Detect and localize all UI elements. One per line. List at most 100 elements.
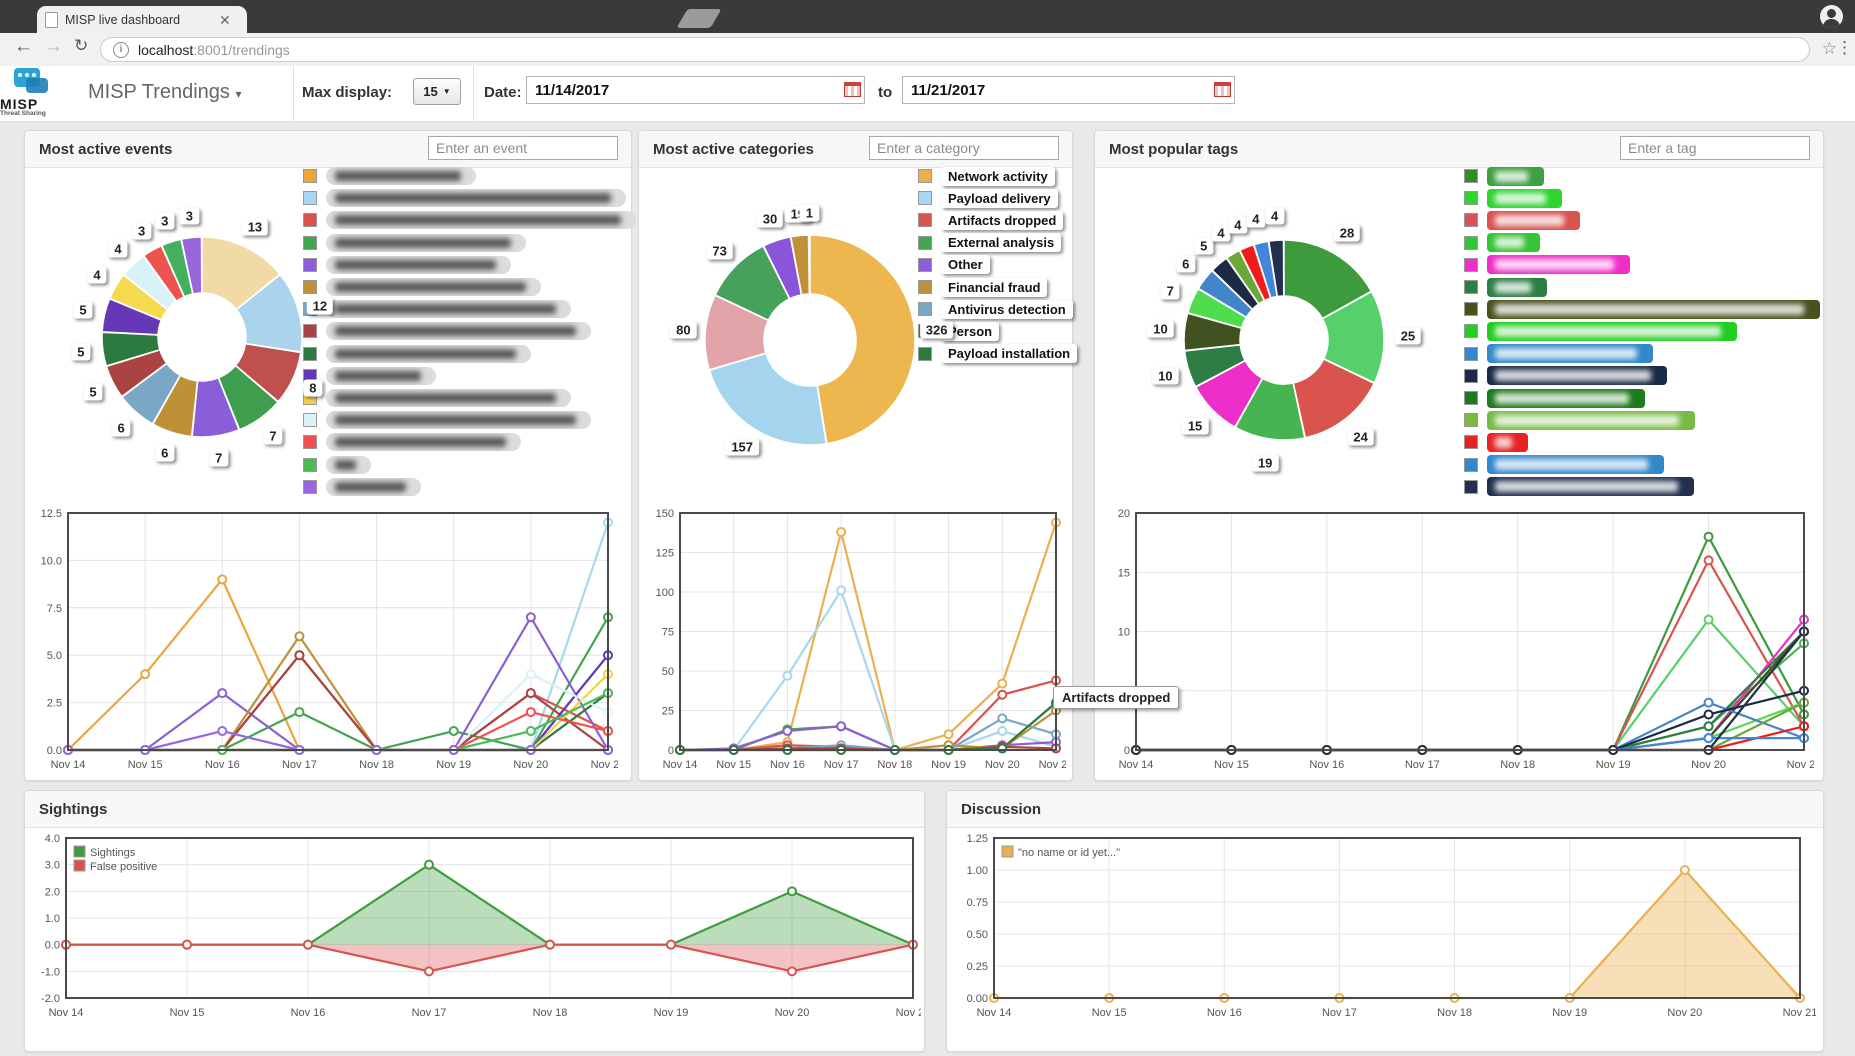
svg-text:20: 20	[1118, 508, 1130, 520]
legend-item[interactable]	[1464, 432, 1528, 452]
date-from-input[interactable]	[526, 76, 865, 104]
legend-item[interactable]	[303, 432, 521, 452]
tag-search-input[interactable]	[1620, 136, 1810, 160]
redacted-legend-label	[326, 366, 436, 385]
redacted-legend-label	[326, 233, 526, 252]
legend-item[interactable]	[303, 210, 636, 230]
legend-item[interactable]	[303, 299, 571, 319]
legend-item[interactable]	[1464, 388, 1645, 408]
legend-item[interactable]: Payload delivery	[918, 188, 1058, 208]
tab-close-icon[interactable]: ✕	[219, 11, 231, 28]
date-to-input[interactable]	[902, 76, 1235, 104]
event-search-input[interactable]	[428, 136, 618, 160]
legend-item[interactable]	[1464, 277, 1547, 297]
legend-color-swatch	[303, 457, 317, 472]
site-info-icon[interactable]: i	[113, 41, 129, 58]
calendar-icon[interactable]	[844, 82, 861, 97]
legend-item[interactable]	[1464, 477, 1694, 497]
donut-slice[interactable]	[808, 234, 811, 295]
new-tab-button[interactable]	[676, 9, 722, 28]
legend-item[interactable]: Person	[918, 321, 1000, 341]
legend-item[interactable]: Antivirus detection	[918, 299, 1073, 319]
legend-item[interactable]	[1464, 299, 1820, 319]
legend-item[interactable]	[303, 166, 476, 186]
categories-line-chart[interactable]: 0 25 50 75 100 125 150 Nov 14 Nov 15 Nov 16 Nov 17…	[642, 505, 1066, 775]
panel-header: Most popular tags	[1095, 131, 1823, 168]
legend-color-swatch	[303, 368, 317, 383]
legend-item[interactable]	[303, 233, 526, 253]
events-line-chart[interactable]: 0.0 2.5 5.0 7.5 10.0 12.5 Nov 14 Nov 15 Nov 16 No…	[30, 505, 618, 775]
url-bar[interactable]: i localhost:8001/trendings	[100, 37, 1810, 62]
svg-text:Nov 17: Nov 17	[282, 759, 317, 771]
panel-header: Discussion	[947, 791, 1823, 828]
reload-icon[interactable]: ↻	[74, 36, 89, 55]
category-search-input[interactable]	[869, 136, 1059, 160]
bookmark-star-icon[interactable]: ☆	[1821, 39, 1837, 58]
browser-menu-icon[interactable]: ⋮	[1836, 38, 1853, 57]
forward-icon[interactable]: →	[44, 36, 63, 57]
back-icon[interactable]: ←	[14, 36, 33, 57]
calendar-icon[interactable]	[1214, 82, 1231, 97]
legend-item[interactable]	[303, 410, 591, 430]
legend-item[interactable]	[1464, 233, 1540, 253]
profile-icon[interactable]	[1820, 5, 1843, 28]
legend-item[interactable]: Financial fraud	[918, 277, 1048, 297]
donut-slice[interactable]	[1267, 239, 1285, 298]
tags-donut-chart[interactable]	[1144, 200, 1424, 480]
svg-text:Nov 21: Nov 21	[1039, 759, 1066, 771]
app-title-dropdown[interactable]: MISP Trendings ▾	[88, 81, 242, 103]
max-display-select[interactable]: 15 ▼	[413, 78, 461, 105]
panel-title: Most active categories	[653, 140, 814, 158]
redacted-legend-label	[326, 322, 591, 341]
redacted-legend-label	[1487, 432, 1528, 452]
chart-tooltip: Artifacts dropped	[1053, 686, 1180, 709]
legend-item[interactable]	[1464, 166, 1544, 186]
redacted-legend-label	[1487, 255, 1630, 275]
sightings-area-chart[interactable]: 4.0 3.0 2.0 1.0 0.0 -1.0 -2.0 Nov 14 Nov 15 Nov 1…	[28, 830, 921, 1038]
legend-item[interactable]	[303, 277, 541, 297]
svg-text:0.25: 0.25	[967, 961, 988, 973]
legend-item[interactable]: Artifacts dropped	[918, 210, 1064, 230]
legend-item[interactable]	[1464, 188, 1562, 208]
svg-text:75: 75	[662, 627, 674, 639]
legend-color-swatch	[303, 169, 317, 183]
redacted-legend-label	[1487, 477, 1694, 497]
donut-slice[interactable]	[180, 236, 203, 295]
categories-donut-chart[interactable]	[670, 200, 950, 480]
legend-item[interactable]: Payload installation	[918, 344, 1078, 364]
legend-item[interactable]: Other	[918, 255, 990, 275]
donut-slice[interactable]	[708, 352, 828, 446]
donut-slice[interactable]	[809, 234, 916, 445]
legend-item[interactable]	[303, 344, 531, 364]
legend-item[interactable]	[1464, 455, 1664, 475]
legend-item[interactable]	[1464, 344, 1653, 364]
svg-text:Nov 18: Nov 18	[359, 759, 394, 771]
legend-color-swatch	[303, 235, 317, 250]
misp-logo-icon-2	[26, 78, 48, 93]
legend-item[interactable]	[1464, 210, 1580, 230]
legend-item[interactable]	[303, 188, 626, 208]
svg-text:Nov 14: Nov 14	[663, 759, 698, 771]
legend-item[interactable]	[303, 477, 421, 497]
legend-item[interactable]	[1464, 255, 1630, 275]
legend-item[interactable]: External analysis	[918, 233, 1062, 253]
legend-item[interactable]	[303, 388, 571, 408]
legend-item[interactable]	[1464, 321, 1737, 341]
url-path: :8001/trendings	[193, 41, 290, 58]
legend-item[interactable]	[303, 321, 591, 341]
svg-text:7.5: 7.5	[47, 603, 62, 615]
legend-item[interactable]	[303, 455, 371, 475]
legend-item[interactable]	[303, 255, 511, 275]
legend-item[interactable]	[303, 366, 436, 386]
legend-label: Antivirus detection	[941, 299, 1073, 319]
browser-tab[interactable]: MISP live dashboard ✕	[37, 6, 247, 33]
events-donut-chart[interactable]	[62, 197, 342, 477]
legend-item[interactable]	[1464, 410, 1695, 430]
legend-item[interactable]: Network activity	[918, 166, 1055, 186]
svg-text:Nov 14: Nov 14	[977, 1007, 1012, 1019]
legend-item[interactable]	[1464, 366, 1667, 386]
legend-color-swatch	[1464, 346, 1478, 361]
legend-color-swatch	[1464, 169, 1478, 183]
discussion-area-chart[interactable]: 1.25 1.00 0.75 0.50 0.25 0.00 Nov 14 Nov 15 Nov …	[950, 830, 1816, 1038]
